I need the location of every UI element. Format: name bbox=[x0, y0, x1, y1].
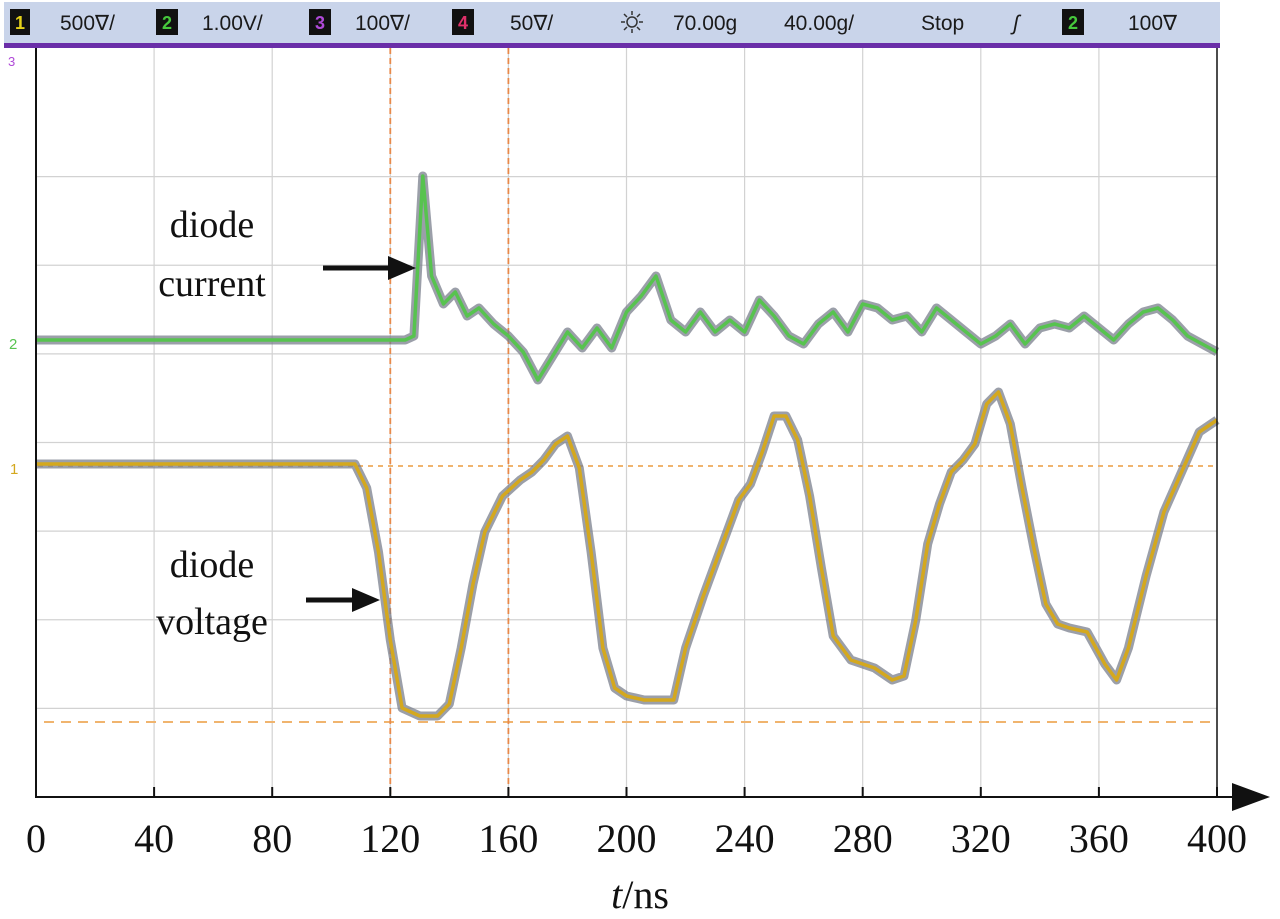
x-tick-label: 40 bbox=[134, 816, 174, 861]
status-bar: 1 500∇/ 2 1.00V/ 3 100∇/ 4 50∇/ bbox=[4, 2, 1220, 48]
series-diode-voltage-line bbox=[36, 390, 1218, 718]
channel-3-number: 3 bbox=[315, 13, 325, 33]
channel-4-box bbox=[452, 9, 474, 35]
x-axis-ticks: 0 40 80 120 160 200 240 280 320 360 400 bbox=[26, 787, 1247, 861]
x-tick-label: 240 bbox=[715, 816, 775, 861]
channel-4-indicator[interactable]: 4 50∇/ bbox=[452, 9, 553, 35]
channel-3-indicator[interactable]: 3 100∇/ bbox=[309, 9, 410, 35]
x-tick-label: 0 bbox=[26, 816, 46, 861]
trigger-channel-box bbox=[1062, 9, 1084, 35]
x-axis-arrow-icon bbox=[1232, 783, 1270, 811]
channel-1-ground-marker: 1 bbox=[10, 461, 18, 478]
channel-3-ground-marker: 3 bbox=[8, 54, 15, 69]
status-bar-divider bbox=[4, 43, 1220, 48]
x-axis-label-unit: /ns bbox=[622, 872, 669, 917]
trigger-edge-icon: ʃ bbox=[1010, 12, 1022, 35]
horizontal-delay[interactable]: 70.00ɡ bbox=[673, 12, 737, 35]
channel-2-box bbox=[156, 9, 178, 35]
channel-4-scale: 50∇/ bbox=[510, 12, 553, 35]
annotation-current-arrow-icon bbox=[388, 256, 416, 280]
x-tick-label: 360 bbox=[1069, 816, 1129, 861]
graticule bbox=[36, 48, 1217, 797]
channel-3-box bbox=[309, 9, 331, 35]
reference-lines bbox=[38, 48, 1213, 797]
channel-1-scale: 500∇/ bbox=[60, 12, 115, 35]
annotation-current-line-2: current bbox=[158, 263, 266, 305]
status-bar-background bbox=[4, 2, 1220, 44]
channel-1-box bbox=[10, 9, 30, 35]
channel-2-scale: 1.00V/ bbox=[202, 12, 263, 35]
x-tick-label: 200 bbox=[597, 816, 657, 861]
channel-2-number: 2 bbox=[162, 13, 172, 33]
annotation-voltage-line-2: voltage bbox=[156, 601, 268, 643]
left-edge-markers: 3 2 1 bbox=[8, 54, 18, 478]
x-tick-label: 120 bbox=[360, 816, 420, 861]
x-axis-label-variable: t bbox=[611, 872, 623, 917]
annotation-voltage-line-1: diode bbox=[170, 544, 254, 586]
channel-3-scale: 100∇/ bbox=[355, 12, 410, 35]
x-tick-label: 400 bbox=[1187, 816, 1247, 861]
traces bbox=[36, 171, 1220, 721]
trigger-channel: 2 bbox=[1068, 13, 1078, 33]
channel-2-ground-marker: 2 bbox=[9, 336, 17, 353]
annotation-voltage-arrow-icon bbox=[352, 588, 380, 612]
run-state[interactable]: Stop bbox=[921, 12, 964, 35]
annotation-diode-current: diode current bbox=[158, 204, 416, 305]
annotation-current-line-1: diode bbox=[170, 204, 254, 246]
x-axis-label: t/ns bbox=[611, 872, 669, 917]
x-tick-label: 80 bbox=[252, 816, 292, 861]
annotation-diode-voltage: diode voltage bbox=[156, 544, 380, 643]
channel-1-indicator[interactable]: 1 500∇/ bbox=[10, 9, 115, 35]
sun-icon bbox=[621, 11, 643, 33]
x-tick-label: 280 bbox=[833, 816, 893, 861]
channel-4-number: 4 bbox=[458, 13, 468, 33]
channel-2-indicator[interactable]: 2 1.00V/ bbox=[156, 9, 263, 35]
x-tick-label: 320 bbox=[951, 816, 1011, 861]
series-diode-current-line bbox=[36, 174, 1218, 382]
timebase-scale[interactable]: 40.00ɡ/ bbox=[784, 12, 854, 35]
trigger-level[interactable]: 100∇ bbox=[1128, 12, 1178, 35]
channel-1-number: 1 bbox=[15, 13, 25, 33]
x-tick-label: 160 bbox=[478, 816, 538, 861]
